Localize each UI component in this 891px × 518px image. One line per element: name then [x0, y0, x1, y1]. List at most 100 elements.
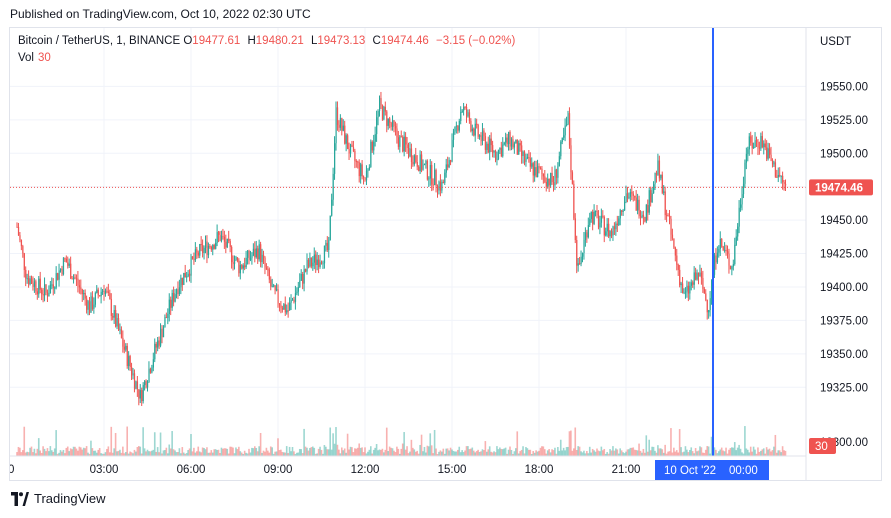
candle-body: [86, 298, 88, 310]
volume-bar: [425, 452, 427, 456]
candle-body: [616, 223, 618, 226]
candle-body: [180, 277, 182, 288]
candle-body: [305, 269, 307, 272]
volume-bar: [523, 453, 526, 456]
volume-bar: [380, 449, 382, 456]
volume-bar: [220, 447, 223, 456]
volume-bar: [93, 450, 95, 456]
candle-body: [389, 118, 391, 123]
volume-bar: [294, 453, 297, 456]
volume-bar: [451, 449, 453, 456]
candle-body: [426, 160, 429, 180]
candle-body: [196, 249, 198, 253]
volume-bar: [330, 449, 333, 456]
volume-bar: [351, 447, 353, 456]
volume-bar: [391, 448, 394, 456]
candle-body: [231, 246, 233, 263]
footer-branding[interactable]: TradingView: [10, 491, 106, 506]
candle-body: [42, 294, 44, 296]
candle-body: [698, 272, 700, 277]
volume-bar: [752, 446, 755, 456]
volume-bar: [500, 448, 503, 456]
volume-bar: [542, 446, 545, 456]
candle-body: [489, 138, 491, 153]
volume-bar: [494, 452, 497, 456]
candle-body: [252, 248, 255, 256]
volume-bar: [559, 439, 562, 456]
time-tick-label: 06:00: [177, 464, 206, 476]
candle-body: [276, 289, 278, 291]
volume-bar: [568, 431, 571, 456]
candle-body: [571, 172, 574, 184]
candle-body: [764, 143, 766, 148]
chart-pane[interactable]: USDT 19325.00 19350.00 19375.00 19400.00 1942…: [9, 27, 882, 481]
candle-body: [273, 285, 275, 287]
candle-body: [416, 162, 418, 167]
candle-body: [54, 287, 56, 289]
volume-bar: [538, 450, 540, 456]
volume-bar: [457, 449, 459, 456]
volume-bar: [71, 449, 73, 456]
volume-bar: [602, 450, 604, 456]
candle-body: [500, 147, 502, 157]
candle-body: [370, 141, 372, 167]
volume-bar: [148, 451, 150, 456]
volume-bar: [106, 448, 108, 456]
volume-bar: [258, 446, 260, 456]
volume-bar: [606, 452, 608, 456]
candle-body: [387, 118, 389, 126]
candle-body: [263, 254, 265, 258]
volume-bar: [27, 452, 30, 456]
volume-bar: [352, 452, 355, 456]
candle-body: [510, 139, 513, 147]
volume-bar: [686, 449, 688, 456]
close-label: C: [372, 35, 381, 47]
candle-body: [210, 246, 212, 250]
candle-body: [570, 145, 572, 173]
candle-body: [151, 367, 153, 373]
volume-bar: [37, 438, 40, 456]
candle-body: [715, 255, 717, 263]
candlestick-chart[interactable]: USDT 19325.00 19350.00 19375.00 19400.00 1942…: [10, 28, 882, 481]
volume-bar: [625, 451, 627, 456]
candle-body: [107, 291, 110, 293]
crosshair-time-tag: [655, 460, 769, 480]
volume-bar: [612, 446, 614, 456]
price-axis: [806, 28, 881, 480]
volume-bar: [133, 449, 136, 456]
volume-bar: [577, 446, 579, 456]
volume-bar: [439, 450, 442, 456]
candle-body: [70, 263, 72, 279]
candle-body: [637, 199, 639, 211]
candle-body: [644, 216, 646, 222]
candle-body: [727, 251, 729, 254]
volume-bar: [81, 449, 84, 456]
volume-bar: [641, 452, 643, 456]
candle-body: [525, 158, 527, 162]
candle-body: [373, 141, 375, 151]
candle-body: [409, 148, 411, 157]
candle-body: [434, 169, 436, 186]
candle-body: [103, 290, 105, 294]
candle-body: [80, 287, 82, 290]
volume-bar: [168, 444, 171, 456]
volume-bar: [180, 453, 182, 456]
volume-bar: [517, 453, 520, 456]
candle-body: [310, 257, 313, 267]
volume-bar: [580, 451, 582, 456]
volume-bar: [452, 450, 455, 456]
volume-bar: [187, 450, 189, 456]
volume-bar: [689, 450, 691, 456]
volume-bar: [174, 450, 176, 456]
volume-bar: [420, 434, 423, 456]
volume-bar: [713, 447, 716, 456]
volume-bar: [64, 453, 66, 456]
volume-bar: [510, 449, 513, 456]
symbol-title: Bitcoin / TetherUS, 1, BINANCE: [18, 35, 181, 47]
volume-bar: [59, 450, 62, 456]
volume-bar: [26, 451, 28, 456]
candle-body: [207, 246, 210, 256]
candle-body: [376, 117, 378, 135]
candle-body: [702, 277, 704, 289]
candle-body: [292, 299, 294, 301]
